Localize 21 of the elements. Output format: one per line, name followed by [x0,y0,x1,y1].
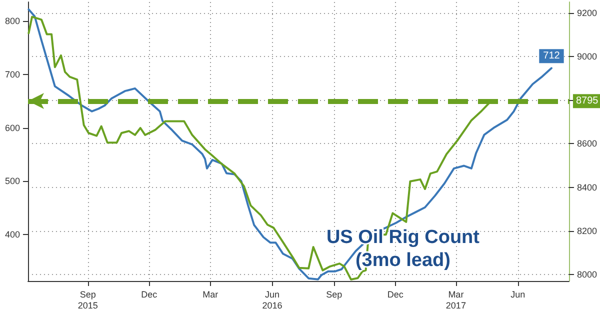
y-tick-label: 800 [4,16,20,26]
x-tick-label: Mar [202,290,218,300]
x-tick-label: Sep [326,290,342,300]
y2-tick-label: 9000 [576,51,598,62]
x-tick-label: Jun [510,290,526,300]
y-tick-label: 600 [4,122,20,133]
x-tick-label: Dec [387,290,404,300]
ref-line-label: 8795 [576,96,599,107]
y2-tick-label: 9200 [576,8,598,18]
y2-tick-label: 8600 [576,138,598,149]
x-tick-label: Sep 2015 [78,290,98,310]
x-tick-label: Dec [141,290,158,300]
y-tick-label: 400 [4,230,20,240]
y2-tick-label: 8200 [576,226,598,236]
y-tick-label: 700 [4,70,20,80]
data-label: 712 [543,50,560,62]
y-tick-label: 500 [4,176,20,186]
x-tick-label: Jun 2016 [262,290,282,310]
y2-tick-label: 8400 [576,182,598,192]
y2-tick-label: 8000 [576,269,598,280]
x-tick-label: Mar 2017 [446,290,466,310]
